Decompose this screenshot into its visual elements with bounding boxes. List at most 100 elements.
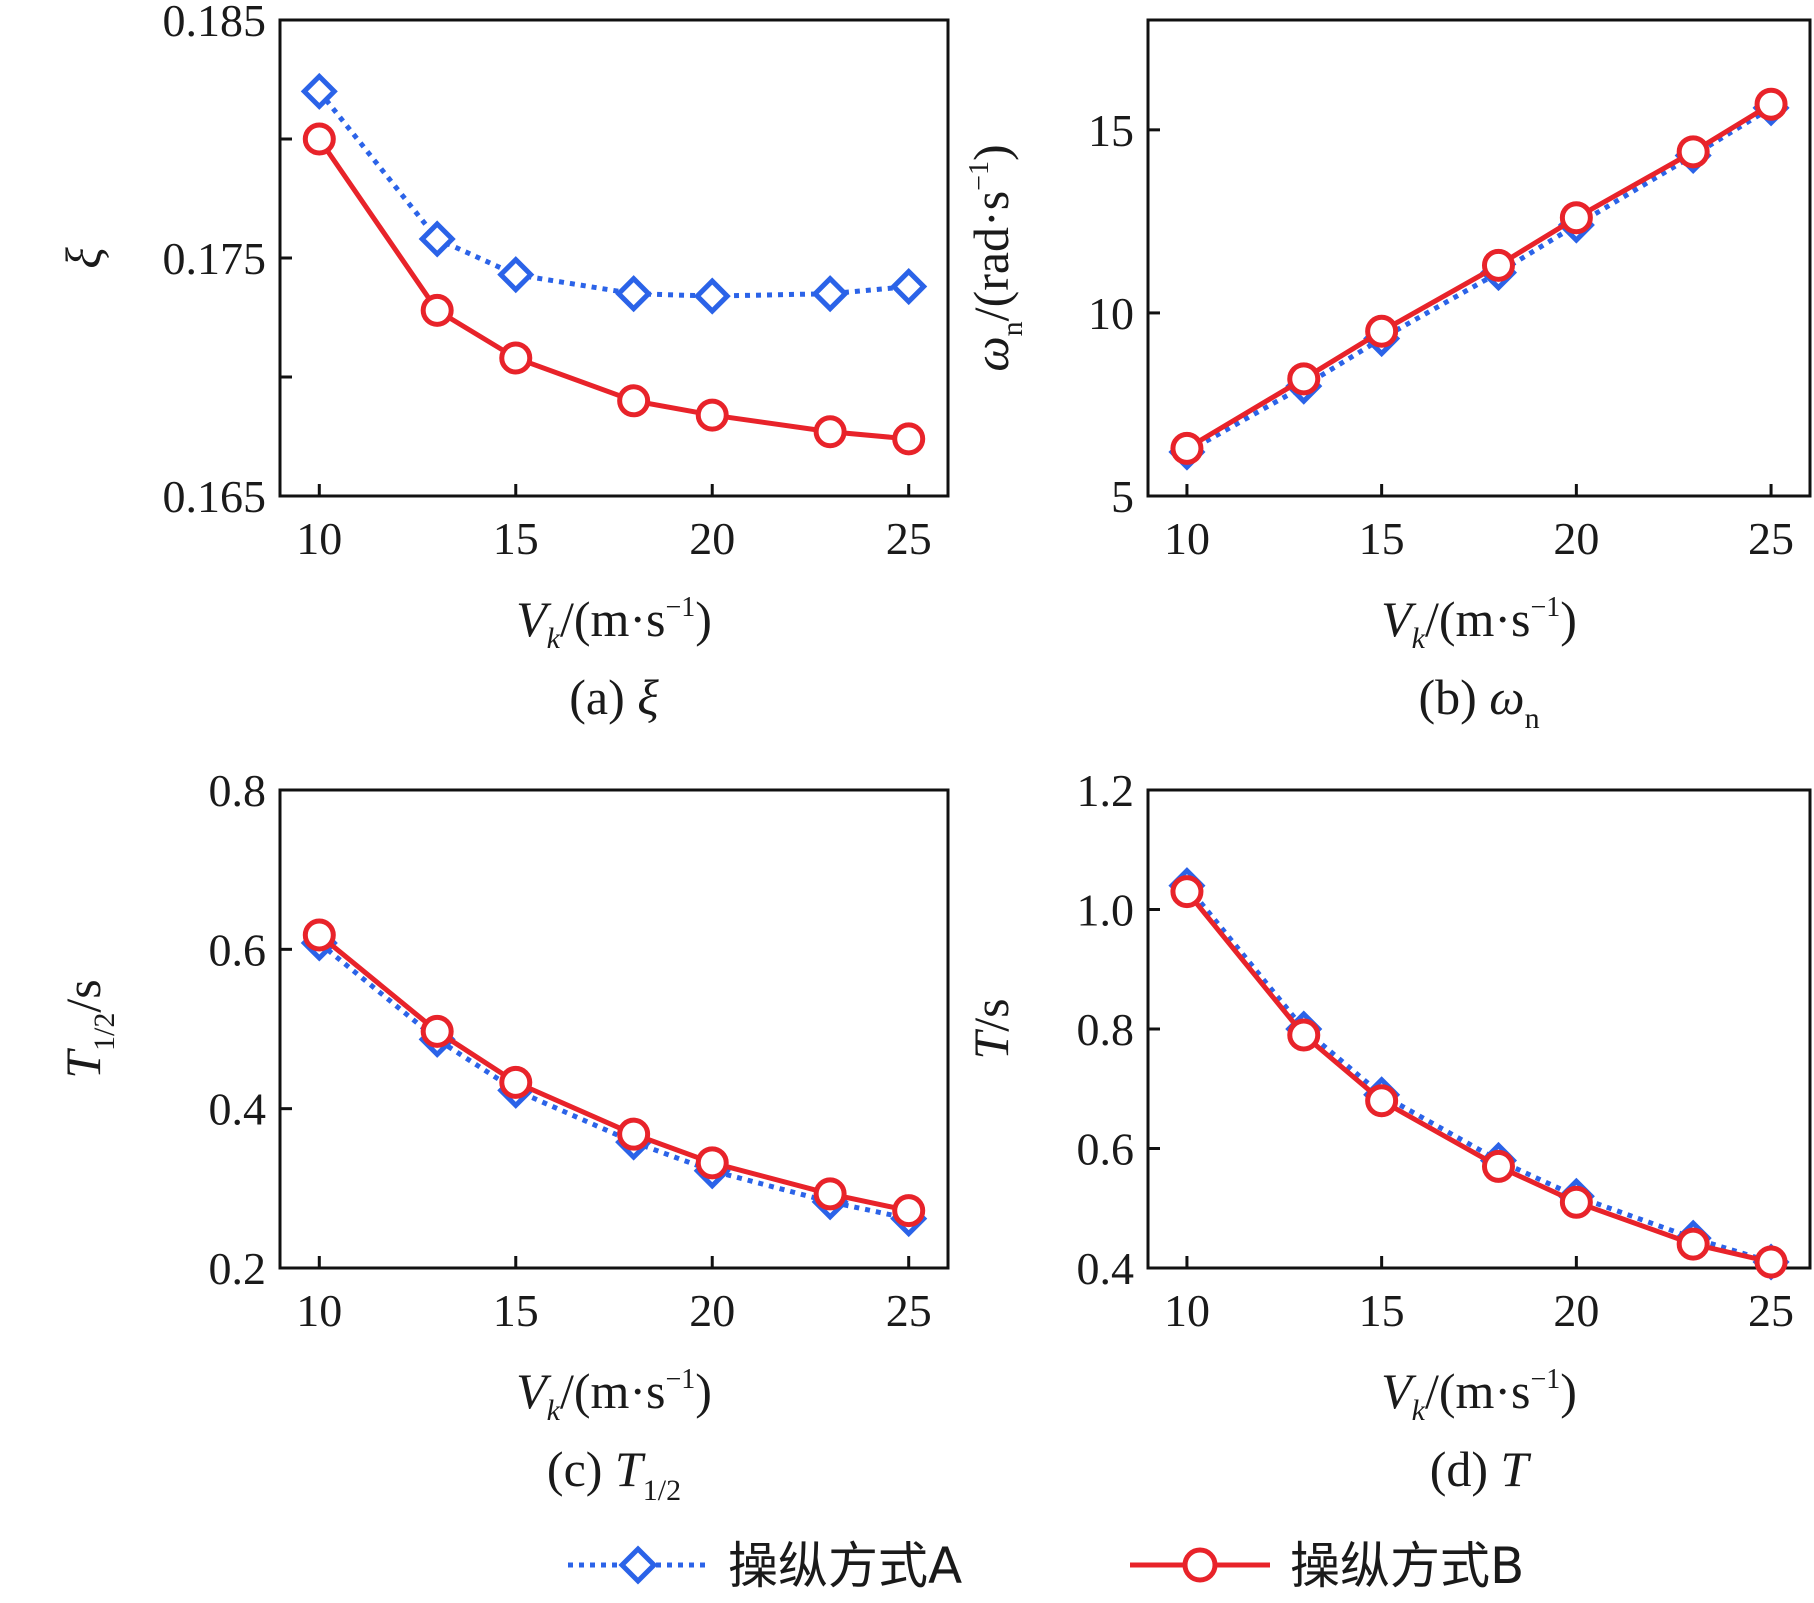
series-a — [1168, 867, 1790, 1281]
series-a — [300, 72, 928, 315]
y-axis-label-var: T — [55, 1048, 111, 1079]
legend-marker-diamond — [618, 1545, 658, 1585]
y-axis-label: ωn/(rad·s−1) — [963, 144, 1029, 371]
x-tick-label: 25 — [886, 513, 932, 564]
data-point-circle — [892, 1194, 926, 1228]
y-tick-label: 0.175 — [163, 233, 267, 284]
x-axis-label-close: ) — [1560, 1363, 1577, 1419]
series-line — [1185, 889, 1772, 1265]
y-axis-label-unit: /s — [963, 998, 1019, 1031]
x-axis-label: Vk/(m·s−1) — [1381, 1363, 1577, 1427]
chart-panel-c: 10 15 20 250.20.40.60.8Vk/(m·s−1)T1/2/s(c) … — [55, 765, 950, 1507]
x-tick-label: 10 — [296, 513, 342, 564]
x-axis-label-close: ) — [1560, 591, 1577, 647]
y-axis-label-close: ) — [963, 144, 1019, 161]
panel-caption-symbol: ω — [1489, 669, 1524, 725]
x-tick-label: 15 — [493, 513, 539, 564]
panel-caption: (c) T1/2 — [547, 1441, 681, 1507]
data-point-circle — [1754, 1245, 1788, 1279]
x-axis-label-var: V — [1381, 591, 1417, 647]
y-axis-label-unit: /s — [55, 979, 111, 1012]
y-tick-label: 1.0 — [1077, 885, 1135, 936]
x-axis-label-var: V — [516, 1363, 552, 1419]
data-point-circle — [302, 918, 336, 952]
panel-caption-prefix: (b) — [1418, 669, 1489, 725]
x-axis-label-var: V — [1381, 1363, 1417, 1419]
data-point-circle — [1676, 1227, 1710, 1261]
x-tick-label: 10 — [1164, 1285, 1210, 1336]
y-tick-label: 0.8 — [209, 765, 267, 816]
x-tick-label: 25 — [1748, 513, 1794, 564]
x-axis-label-sub: k — [547, 1394, 561, 1427]
legend-item-b: 操纵方式B — [1130, 1537, 1524, 1595]
x-axis-label: Vk/(m·s−1) — [1381, 591, 1577, 655]
legend-item-a: 操纵方式A — [568, 1537, 962, 1595]
data-point-circle — [813, 1177, 847, 1211]
plot-frame — [278, 18, 950, 498]
data-point-diamond — [497, 256, 535, 294]
x-axis-label-sub: k — [547, 622, 561, 655]
x-axis-label: Vk/(m·s−1) — [516, 1363, 712, 1427]
panel-caption-prefix: (d) — [1430, 1441, 1501, 1497]
series-b — [302, 918, 926, 1228]
panel-caption: (a) ξ — [569, 669, 659, 725]
data-point-circle — [695, 1146, 729, 1180]
y-tick-label: 0.4 — [209, 1084, 267, 1135]
y-tick-label: 0.4 — [1077, 1243, 1135, 1294]
x-axis-label-sup: −1 — [665, 592, 695, 623]
series-line — [317, 941, 910, 1222]
data-point-circle — [1481, 1149, 1515, 1183]
y-tick-label: 10 — [1088, 288, 1134, 339]
panel-caption-prefix: (a) — [569, 669, 637, 725]
data-point-circle — [1287, 362, 1321, 396]
data-point-circle — [420, 1014, 454, 1048]
y-axis-label: T1/2/s — [55, 979, 121, 1079]
x-tick-label: 15 — [493, 1285, 539, 1336]
series-b — [1170, 875, 1788, 1279]
x-tick-label: 20 — [1553, 1285, 1599, 1336]
x-tick-label: 10 — [1164, 513, 1210, 564]
x-axis-label-unit: /(m·s — [1425, 1363, 1531, 1419]
data-point-circle — [1170, 431, 1204, 465]
x-axis-label-sup: −1 — [1530, 1364, 1560, 1395]
y-axis-label-var: ω — [963, 336, 1019, 371]
data-point-diamond — [890, 268, 928, 306]
chart-panel-b: 10 15 20 25 5 10 15 Vk/(m·s−1) ωn/(rad·s−1) (b) ω… — [963, 18, 1812, 735]
plot-frame — [278, 788, 950, 1270]
data-point-circle — [1754, 87, 1788, 121]
x-tick-label: 20 — [1553, 513, 1599, 564]
legend-label: 操纵方式B — [1290, 1537, 1524, 1595]
data-point-circle — [1170, 875, 1204, 909]
y-tick-label: 15 — [1088, 105, 1134, 156]
data-point-circle — [695, 398, 729, 432]
chart-panel-d: 10 15 20 25 0.4 0.6 0.8 1.0 1.2 Vk/(m·s−1) T/s (d) … — [963, 765, 1812, 1497]
y-axis-label: ξ — [55, 247, 111, 269]
y-axis-label-sub: n — [996, 321, 1029, 336]
data-point-circle — [1559, 201, 1593, 235]
data-point-circle — [617, 384, 651, 418]
series-b — [1170, 87, 1788, 465]
x-tick-label: 15 — [1359, 513, 1405, 564]
panel-caption: (b) ωn — [1418, 669, 1539, 735]
series-line — [317, 933, 910, 1214]
panel-caption-symbol: ξ — [637, 669, 659, 725]
data-point-circle — [1365, 1084, 1399, 1118]
data-point-circle — [617, 1117, 651, 1151]
x-tick-label: 25 — [886, 1285, 932, 1336]
data-point-circle — [420, 293, 454, 327]
data-point-circle — [302, 122, 336, 156]
y-axis-label-sup: −1 — [964, 161, 995, 191]
panel-caption-symbol: T — [1501, 1441, 1532, 1497]
x-tick-label: 15 — [1359, 1285, 1405, 1336]
legend: 操纵方式A 操纵方式B — [568, 1537, 1524, 1595]
panel-caption-sub: 1/2 — [643, 1474, 681, 1507]
data-point-diamond — [615, 275, 653, 313]
plot-frame — [1146, 18, 1812, 498]
data-point-diamond — [300, 72, 338, 110]
y-tick-label: 5 — [1111, 471, 1134, 522]
x-axis-label-unit: /(m·s — [560, 1363, 666, 1419]
legend-marker-circle — [1182, 1547, 1218, 1583]
